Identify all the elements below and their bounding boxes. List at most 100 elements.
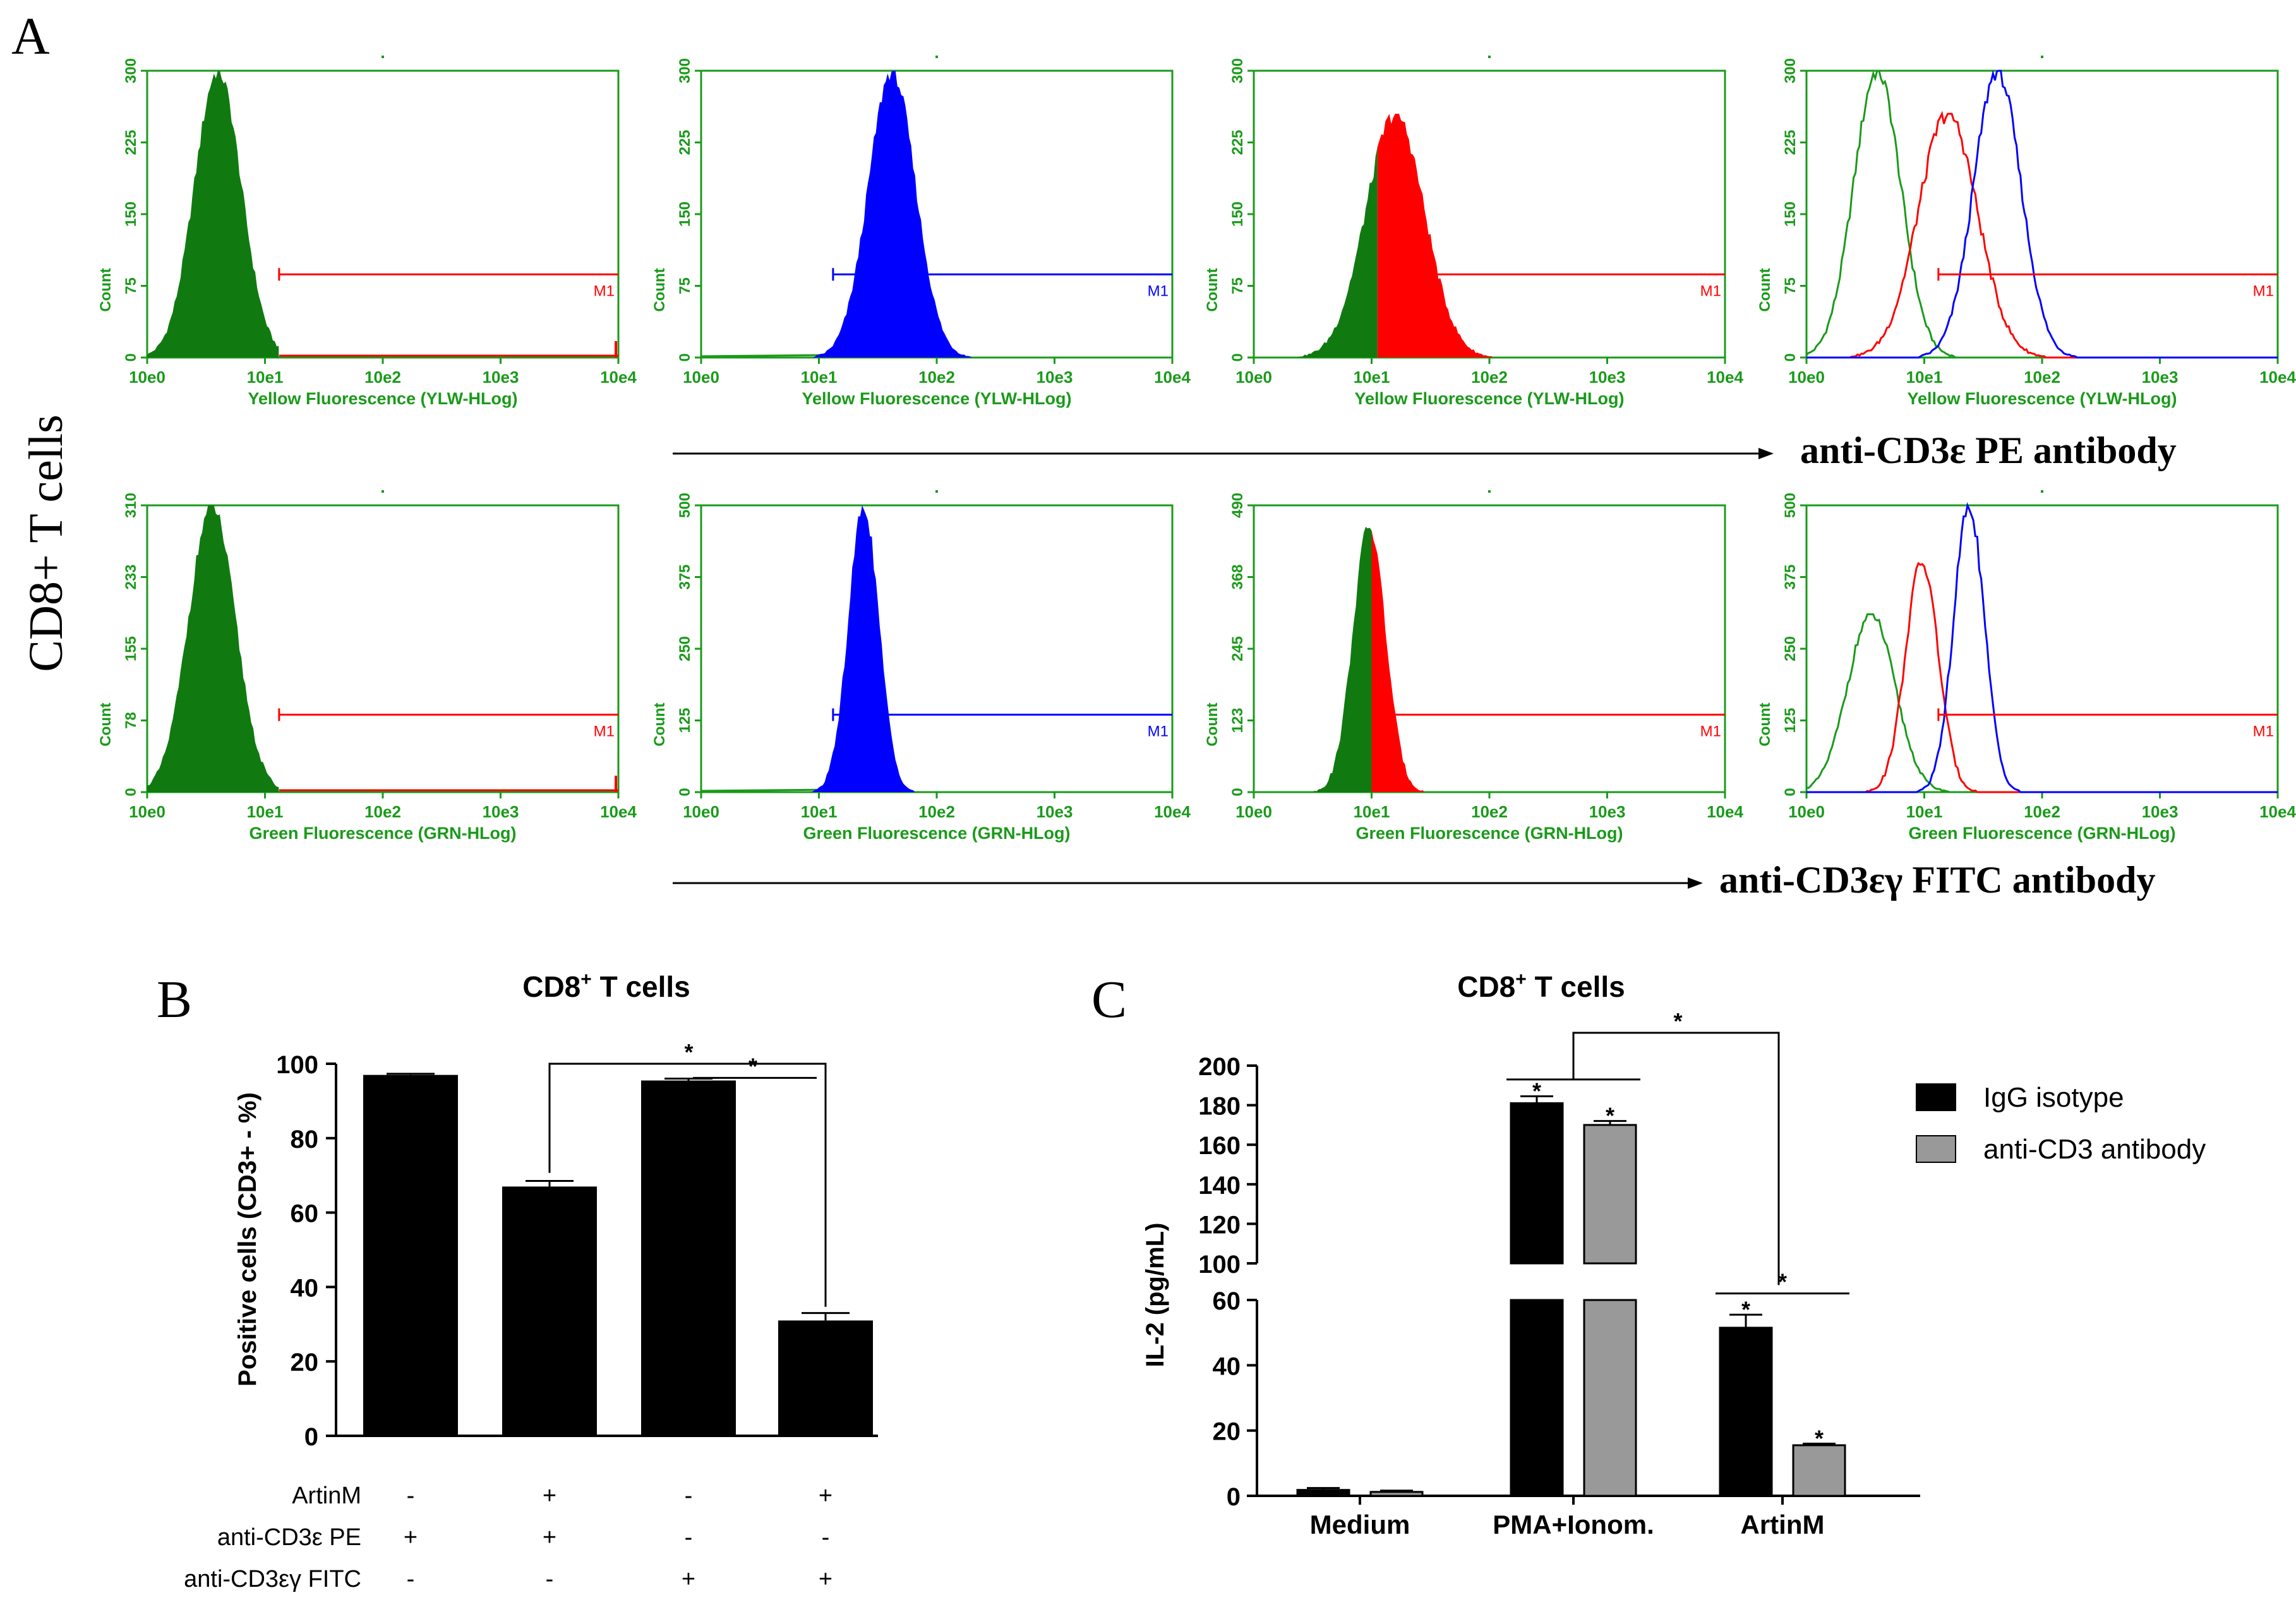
histogram-top-marker bbox=[1488, 490, 1491, 493]
bar-3 bbox=[641, 1080, 736, 1436]
x-tick-label: 10e3 bbox=[1037, 368, 1073, 387]
condition-sign: - bbox=[546, 1566, 554, 1592]
bar-1-1-upper bbox=[1583, 1124, 1637, 1265]
y-tick-label: 80 bbox=[291, 1126, 319, 1153]
y-tick-label: 20 bbox=[291, 1349, 319, 1376]
sig-star: * bbox=[1778, 1269, 1787, 1295]
histogram-end-spike bbox=[615, 341, 617, 358]
bar-4 bbox=[778, 1320, 873, 1436]
histogram-fill-positive bbox=[1377, 114, 1725, 358]
y-tick-label: 225 bbox=[676, 129, 694, 155]
x-tick-label: 10e3 bbox=[2142, 368, 2179, 387]
x-axis-label: Green Fluorescence (GRN-HLog) bbox=[249, 824, 516, 843]
y-tick-label: 75 bbox=[1782, 277, 1799, 294]
histogram-frame bbox=[700, 504, 1174, 793]
y-tick-label: 0 bbox=[1229, 353, 1246, 361]
x-tick-label: 10e0 bbox=[683, 368, 719, 387]
y-tick-label: 78 bbox=[123, 712, 140, 729]
y-tick-label: 160 bbox=[1198, 1132, 1241, 1160]
sig-star: * bbox=[1673, 1008, 1682, 1034]
histogram-r1-c2: 0 75 150 225 300 Count 10e0 10e1 10e2 10e3 10e4 Yel… bbox=[651, 56, 1191, 408]
y-axis-label: Count bbox=[97, 702, 114, 746]
gate-label: M1 bbox=[594, 723, 615, 740]
bar-0-1-upper bbox=[1510, 1102, 1564, 1265]
gate-label: M1 bbox=[1700, 282, 1721, 299]
histogram-top-marker bbox=[935, 56, 938, 58]
y-tick-label: 125 bbox=[1782, 707, 1799, 733]
x-tick-label: 10e0 bbox=[1788, 802, 1825, 821]
sig-bracket-pma-artinm bbox=[1572, 1032, 1780, 1285]
legend-label-anti-cd3: anti-CD3 antibody bbox=[1983, 1134, 2206, 1165]
x-tick-label: 10e4 bbox=[1154, 368, 1191, 387]
row-arrow-label-ylw: anti-CD3ε PE antibody bbox=[1800, 430, 2177, 471]
row-arrow-ylw: anti-CD3ε PE antibody bbox=[673, 430, 2177, 471]
x-axis-label: Green Fluorescence (GRN-HLog) bbox=[1908, 824, 2175, 843]
histogram-frame bbox=[1805, 69, 2279, 359]
histogram-top-marker bbox=[935, 490, 938, 493]
histogram-frame bbox=[1253, 504, 1726, 793]
panel-a-histograms: 0 75 150 225 300 Count 10e0 10e1 10e2 10e3 10e4 Yel… bbox=[97, 56, 2296, 843]
condition-sign: - bbox=[407, 1483, 415, 1509]
sig-star: * bbox=[748, 1053, 757, 1079]
x-axis-label: Yellow Fluorescence (YLW-HLog) bbox=[1907, 389, 2177, 408]
panel-b-bar-chart: CD8+ T cells Positive cells (CD3+ - %) 0… bbox=[184, 969, 878, 1592]
y-tick-label: 140 bbox=[1198, 1172, 1241, 1200]
gate-label: M1 bbox=[2253, 723, 2274, 740]
legend-swatch-anti-cd3 bbox=[1916, 1135, 1956, 1163]
y-tick-label: 100 bbox=[1198, 1251, 1241, 1279]
x-tick-label: 10e4 bbox=[1154, 802, 1191, 821]
y-tick-label: 120 bbox=[1198, 1211, 1241, 1239]
panel-letter-c: C bbox=[1091, 970, 1127, 1029]
x-tick-label: 10e2 bbox=[364, 368, 401, 387]
histogram-low-tail bbox=[700, 788, 833, 792]
x-tick-label: PMA+Ionom. bbox=[1493, 1510, 1654, 1539]
row-arrow-label-grn: anti-CD3εγ FITC antibody bbox=[1719, 859, 2155, 901]
y-axis-label: Count bbox=[1757, 702, 1774, 746]
x-tick-label: 10e1 bbox=[1906, 368, 1943, 387]
panel-b-significance: ** bbox=[548, 1039, 827, 1307]
condition-sign: - bbox=[685, 1524, 693, 1551]
condition-sign: - bbox=[822, 1524, 830, 1551]
y-tick-label: 0 bbox=[304, 1423, 318, 1451]
y-tick-label: 0 bbox=[1782, 353, 1799, 361]
y-tick-label: 60 bbox=[1213, 1287, 1241, 1315]
condition-label: ArtinM bbox=[292, 1483, 361, 1509]
x-tick-label: 10e0 bbox=[1235, 802, 1272, 821]
y-tick-label: 375 bbox=[1782, 564, 1799, 589]
x-tick-label: 10e2 bbox=[1471, 802, 1508, 821]
x-tick-label: ArtinM bbox=[1741, 1510, 1825, 1539]
histogram-fill bbox=[701, 71, 1172, 358]
x-tick-label: 10e2 bbox=[364, 802, 401, 821]
gate-label: M1 bbox=[1148, 282, 1169, 299]
x-tick-label: 10e0 bbox=[683, 802, 719, 821]
panel-b-title: CD8+ T cells bbox=[522, 969, 690, 1003]
y-tick-label: 200 bbox=[1198, 1053, 1241, 1081]
x-tick-label: 10e2 bbox=[2024, 802, 2060, 821]
histogram-fill bbox=[147, 505, 279, 792]
y-tick-label: 490 bbox=[1229, 493, 1246, 518]
panel-b-axes: 0 20 40 60 80 100 bbox=[276, 1051, 878, 1451]
overlay-line-unstained bbox=[1806, 613, 2278, 793]
condition-label: anti-CD3εγ FITC bbox=[184, 1566, 361, 1592]
y-tick-label: 75 bbox=[676, 277, 694, 294]
sig-star: * bbox=[1532, 1078, 1541, 1104]
title-rest: T cells bbox=[1527, 970, 1625, 1003]
x-tick-label: 10e3 bbox=[483, 368, 519, 387]
title-superscript: + bbox=[1515, 969, 1527, 990]
panel-b-bars bbox=[363, 1073, 873, 1436]
condition-sign: + bbox=[543, 1524, 556, 1551]
y-tick-label: 40 bbox=[1213, 1352, 1241, 1380]
y-tick-label: 75 bbox=[123, 277, 140, 294]
x-tick-label: 10e3 bbox=[2142, 802, 2179, 821]
panel-c-significance: * * * * * * bbox=[1506, 1008, 1849, 1451]
x-axis-label: Green Fluorescence (GRN-HLog) bbox=[803, 824, 1070, 843]
panel-c-ylabel: IL-2 (pg/mL) bbox=[1141, 1223, 1169, 1368]
y-axis-label: Count bbox=[1204, 268, 1221, 311]
gate-label: M1 bbox=[1148, 723, 1169, 740]
bar-1-0 bbox=[1369, 1491, 1424, 1497]
y-tick-label: 150 bbox=[1782, 202, 1799, 227]
panel-c-title: CD8+ T cells bbox=[1457, 969, 1625, 1003]
x-tick-label: 10e0 bbox=[129, 368, 165, 387]
x-tick-label: 10e4 bbox=[2259, 802, 2296, 821]
histogram-fill-negative bbox=[1254, 147, 1378, 358]
